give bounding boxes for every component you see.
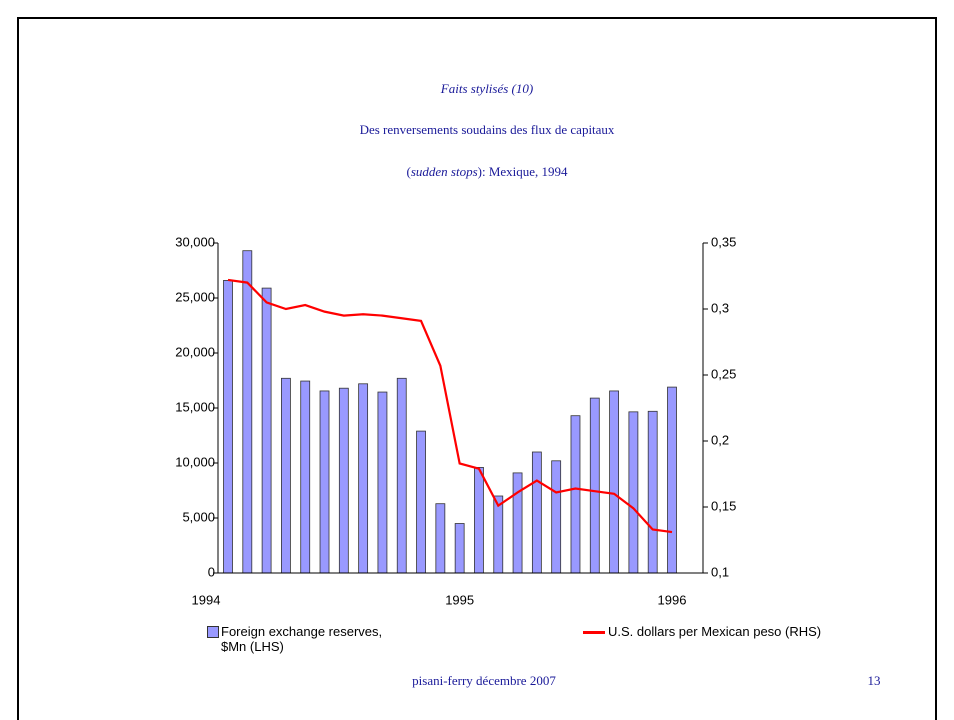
bar xyxy=(589,397,600,574)
y-tick-label: 0 xyxy=(208,564,215,579)
legend-swatch xyxy=(583,631,605,634)
bar xyxy=(493,495,504,574)
footer: pisani-ferry décembre 2007 xyxy=(412,673,556,688)
line xyxy=(227,278,673,534)
bar xyxy=(319,390,330,574)
y2-tick-label: 0,15 xyxy=(711,498,736,513)
bar xyxy=(454,523,465,574)
bar xyxy=(667,386,677,574)
bar xyxy=(242,250,253,574)
bar xyxy=(609,390,619,574)
y-tick-label: 5,000 xyxy=(182,509,215,524)
bar xyxy=(435,503,446,574)
bar xyxy=(512,472,523,574)
bar xyxy=(338,387,349,574)
bar xyxy=(416,430,426,574)
bar xyxy=(628,411,639,574)
title-part: ( xyxy=(406,164,410,179)
legend-label: U.S. dollars per Mexican peso (RHS) xyxy=(608,624,822,639)
title: (sudden stops): Mexique, 1994 xyxy=(406,164,568,179)
bar xyxy=(223,279,233,574)
x-tick-label: 1994 xyxy=(192,592,221,607)
title: Des renversements soudains des flux de c… xyxy=(360,122,615,137)
kicker: Faits stylisés (10) xyxy=(440,81,533,96)
y-tick-label: 30,000 xyxy=(175,234,215,249)
bar xyxy=(551,460,562,574)
y2-tick-label: 0,1 xyxy=(711,564,729,579)
bar xyxy=(281,377,291,574)
x-tick-label: 1996 xyxy=(658,592,687,607)
y-tick-label: 15,000 xyxy=(175,399,215,414)
slide-frame xyxy=(17,17,937,720)
bar xyxy=(647,410,658,574)
page-number: 13 xyxy=(868,673,881,688)
bar xyxy=(474,466,484,574)
bar xyxy=(396,377,407,574)
legend-swatch xyxy=(207,626,219,638)
bar xyxy=(531,451,542,574)
legend-item: U.S. dollars per Mexican peso (RHS) xyxy=(583,624,848,639)
y2-tick-label: 0,25 xyxy=(711,366,736,381)
y2-tick-label: 0,3 xyxy=(711,300,729,315)
title-part: ): Mexique, 1994 xyxy=(478,164,568,179)
y-tick-label: 25,000 xyxy=(175,289,215,304)
x-tick-label: 1995 xyxy=(445,592,474,607)
legend-item: Foreign exchange reserves, $Mn (LHS) xyxy=(207,624,411,654)
bar xyxy=(261,287,272,574)
legend-label: Foreign exchange reserves, $Mn (LHS) xyxy=(221,624,383,654)
title-part: sudden stops xyxy=(411,164,478,179)
bar xyxy=(377,391,388,574)
bar xyxy=(300,380,311,574)
y2-tick-label: 0,2 xyxy=(711,432,729,447)
y2-tick-label: 0,35 xyxy=(711,234,736,249)
y-tick-label: 20,000 xyxy=(175,344,215,359)
bar xyxy=(570,415,581,574)
bar xyxy=(358,383,369,574)
y-tick-label: 10,000 xyxy=(175,454,215,469)
